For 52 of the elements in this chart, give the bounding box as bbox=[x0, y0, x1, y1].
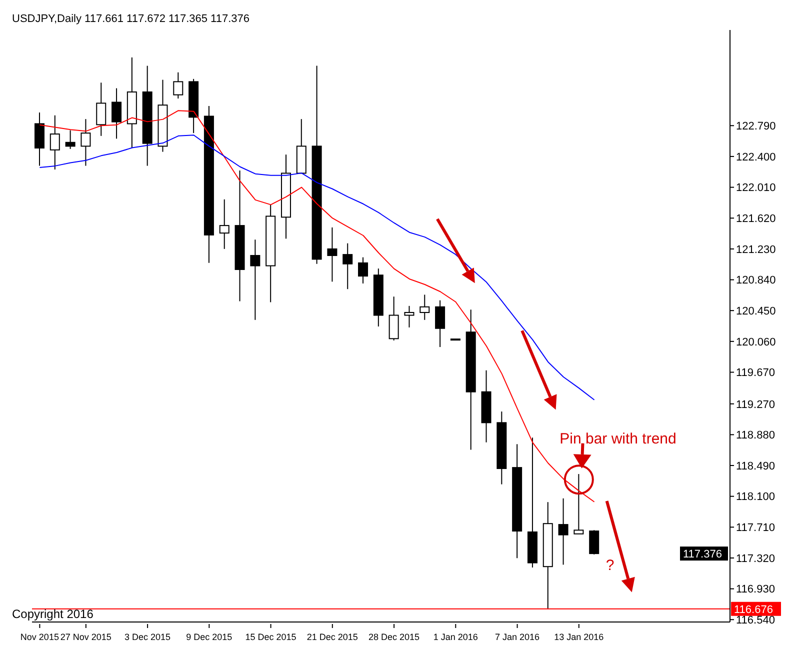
candlestick bbox=[327, 226, 338, 282]
candlestick bbox=[558, 498, 568, 566]
candlestick bbox=[342, 242, 353, 290]
y-tick-label: 121.230 bbox=[736, 244, 776, 256]
y-tick-label: 117.710 bbox=[736, 522, 775, 534]
candlestick bbox=[358, 256, 368, 284]
x-tick-label: 27 Nov 2015 bbox=[60, 632, 112, 642]
y-tick-label: 122.010 bbox=[736, 182, 776, 194]
y-tick-label: 118.490 bbox=[736, 460, 775, 472]
y-tick-label: 120.060 bbox=[736, 336, 776, 348]
candlestick bbox=[420, 294, 430, 320]
y-tick-label: 117.320 bbox=[736, 552, 775, 565]
y-tick-label: 120.840 bbox=[736, 274, 776, 287]
y-tick-label: 116.540 bbox=[736, 614, 775, 627]
candlestick bbox=[219, 198, 230, 250]
x-tick-label: 15 Dec 2015 bbox=[245, 632, 296, 642]
y-tick-label: 120.450 bbox=[736, 305, 776, 318]
x-tick-label: 7 Jan 2016 bbox=[494, 632, 540, 642]
text: 117.376 bbox=[683, 548, 722, 561]
line-series bbox=[39, 134, 595, 400]
candlestick bbox=[112, 88, 122, 140]
candlestick bbox=[250, 239, 260, 320]
y-tick-label: 118.100 bbox=[736, 491, 775, 504]
y-tick-label: 119.270 bbox=[736, 398, 775, 411]
x-tick-label: 28 Dec 2015 bbox=[368, 632, 420, 642]
x-tick-label: 3 Dec 2015 bbox=[124, 632, 171, 642]
candlestick bbox=[574, 474, 584, 534]
x-tick-label: Nov 2015 bbox=[20, 632, 59, 642]
x-tick-label: 9 Dec 2015 bbox=[186, 632, 232, 642]
candlestick bbox=[388, 296, 399, 341]
candlestick bbox=[589, 530, 600, 555]
chart-title: USDJPY,Daily 117.661 117.672 117.365 117.376 bbox=[12, 13, 250, 25]
x-tick-label: 13 Jan 2016 bbox=[554, 632, 604, 642]
candlestick bbox=[404, 305, 414, 328]
y-tick-label: 121.620 bbox=[736, 213, 776, 226]
text: ? bbox=[606, 556, 614, 574]
annotation: Pin bar with trend bbox=[560, 430, 676, 448]
y-tick-label: 122.790 bbox=[736, 120, 776, 133]
ref-line-label: 116.676 bbox=[734, 604, 773, 616]
y-tick-label: 122.400 bbox=[736, 151, 776, 164]
candlestick bbox=[50, 114, 60, 170]
x-tick-label: 21 Dec 2015 bbox=[306, 632, 358, 642]
candlestick bbox=[96, 82, 106, 136]
candlestick bbox=[80, 118, 91, 166]
y-tick-label: 116.930 bbox=[736, 584, 775, 596]
annotation: Copyright 2016 bbox=[12, 607, 94, 621]
candlestick bbox=[435, 300, 446, 348]
candlestick bbox=[173, 72, 184, 100]
x-tick-label: 1 Jan 2016 bbox=[433, 632, 478, 642]
candlestick bbox=[65, 130, 76, 150]
y-tick-label: 118.880 bbox=[736, 430, 775, 442]
y-tick-label: 119.670 bbox=[736, 367, 775, 380]
